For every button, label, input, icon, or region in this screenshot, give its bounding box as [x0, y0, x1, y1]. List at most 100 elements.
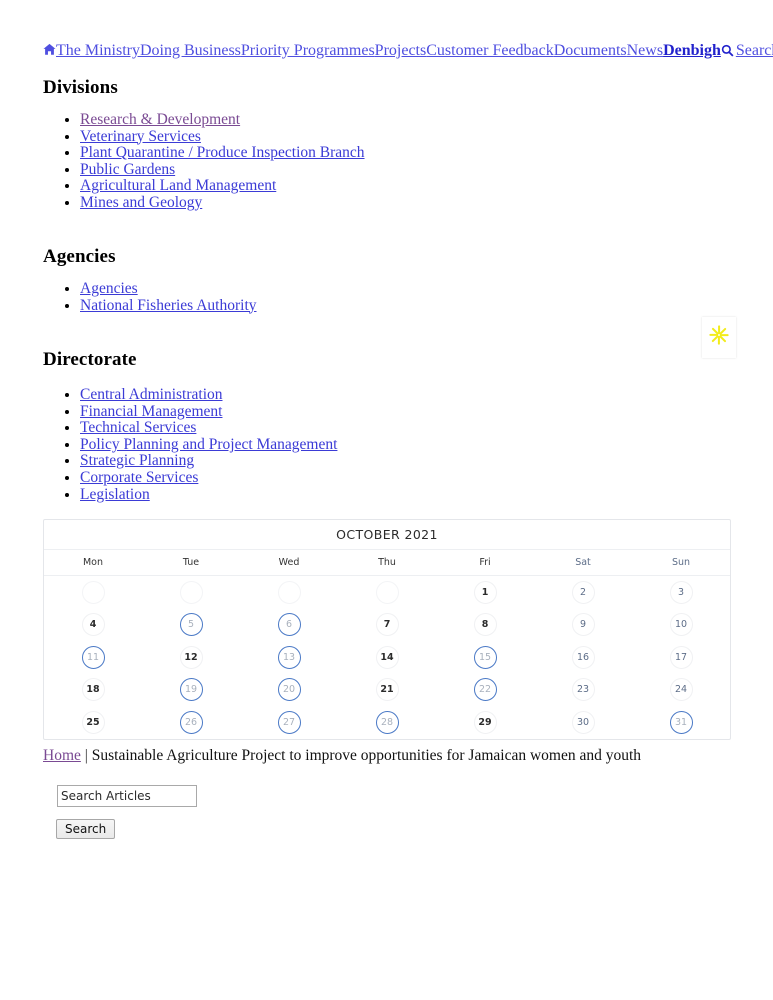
list-item: Policy Planning and Project Management [80, 435, 338, 454]
calendar-week-row: 18 19 20 21 22 23 24 [44, 674, 730, 707]
link-policy-planning-and-project-management[interactable]: Policy Planning and Project Management [80, 435, 338, 453]
calendar-cell: 16 [534, 645, 632, 669]
calendar-day-8[interactable]: 8 [473, 613, 497, 637]
calendar-cell: 13 [240, 645, 338, 669]
calendar-day-empty [375, 580, 399, 604]
list-item: Research & Development [80, 111, 365, 129]
list-item: Legislation [80, 485, 337, 504]
link-technical-services[interactable]: Technical Services [80, 419, 197, 437]
list-item: Corporate Services [80, 468, 337, 487]
link-legislation[interactable]: Legislation [80, 485, 150, 503]
calendar-day-9[interactable]: 9 [571, 613, 595, 637]
nav-search[interactable]: Search [721, 41, 773, 63]
calendar-body: 1 2 3 4 5 6 7 8 9 10 11 12 13 14 15 16 17 18 19 20 21 22 23 24 2… [44, 576, 730, 739]
link-research-development[interactable]: Research & Development [80, 111, 241, 128]
calendar-cell: 30 [534, 710, 632, 734]
calendar-cell: 21 [338, 678, 436, 702]
calendar-day-24[interactable]: 24 [669, 678, 693, 702]
calendar-cell: 12 [142, 645, 240, 669]
calendar-day-27[interactable]: 27 [277, 710, 301, 734]
calendar-day-12[interactable]: 12 [179, 645, 203, 669]
calendar-day-3[interactable]: 3 [669, 580, 693, 604]
calendar-day-19[interactable]: 19 [179, 678, 203, 702]
link-veterinary-services[interactable]: Veterinary Services [80, 127, 201, 145]
calendar-week-row: 1 2 3 [44, 576, 730, 609]
list-item: Financial Management [80, 402, 337, 421]
calendar-cell: 31 [632, 710, 730, 734]
calendar-day-30[interactable]: 30 [571, 710, 595, 734]
calendar-cell: 19 [142, 678, 240, 702]
calendar-day-23[interactable]: 23 [571, 678, 595, 702]
calendar-cell: 4 [44, 613, 142, 637]
section-heading-directorate: Directorate [43, 349, 137, 370]
link-corporate-services[interactable]: Corporate Services [80, 468, 199, 486]
breadcrumb-current-page: Sustainable Agriculture Project to impro… [91, 747, 642, 764]
sparkle-asterisk-icon[interactable] [702, 324, 736, 346]
link-agencies[interactable]: Agencies [80, 280, 138, 297]
calendar-day-13[interactable]: 13 [277, 645, 301, 669]
calendar-day-18[interactable]: 18 [81, 678, 105, 702]
link-strategic-planning[interactable]: Strategic Planning [80, 452, 195, 470]
link-plant-quarantine-produce-inspection-branch[interactable]: Plant Quarantine / Produce Inspection Br… [80, 144, 365, 162]
calendar-cell: 28 [338, 710, 436, 734]
calendar-day-14[interactable]: 14 [375, 645, 399, 669]
calendar-day-20[interactable]: 20 [277, 678, 301, 702]
search-submit-button[interactable]: Search [56, 819, 116, 839]
list-item: Agencies [80, 280, 257, 298]
floating-widget-button[interactable] [702, 317, 736, 358]
list-item: Veterinary Services [80, 127, 365, 146]
calendar-day-17[interactable]: 17 [669, 645, 693, 669]
calendar-day-31[interactable]: 31 [669, 710, 693, 734]
calendar-cell: 3 [632, 580, 730, 604]
search-icon[interactable] [721, 43, 734, 63]
calendar-day-4[interactable]: 4 [81, 613, 105, 637]
calendar-dow-sun: Sun [671, 557, 691, 568]
calendar-day-16[interactable]: 16 [571, 645, 595, 669]
nav-item-news[interactable]: News [626, 42, 664, 59]
nav-item-customer-feedback[interactable]: Customer Feedback [426, 42, 554, 59]
nav-search-label[interactable]: Search [735, 42, 773, 59]
link-public-gardens[interactable]: Public Gardens [80, 160, 176, 178]
calendar-day-5[interactable]: 5 [179, 613, 203, 637]
nav-item-the-ministry[interactable]: The Ministry [56, 42, 140, 59]
calendar-day-10[interactable]: 10 [669, 613, 693, 637]
calendar-day-headers: Mon Tue Wed Thu Fri Sat Sun [44, 550, 730, 576]
calendar-cell [240, 580, 338, 604]
calendar-cell: 14 [338, 645, 436, 669]
nav-item-projects[interactable]: Projects [374, 42, 427, 59]
list-item: Central Administration [80, 386, 337, 404]
nav-item-priority-programmes[interactable]: Priority Programmes [240, 42, 375, 59]
nav-item-doing-business[interactable]: Doing Business [140, 42, 241, 59]
link-mines-and-geology[interactable]: Mines and Geology [80, 193, 203, 211]
nav-item-documents[interactable]: Documents [553, 42, 627, 59]
breadcrumb-home-link[interactable]: Home [43, 747, 81, 764]
calendar-cell [338, 580, 436, 604]
calendar-day-28[interactable]: 28 [375, 710, 399, 734]
list-item: Public Gardens [80, 160, 365, 179]
calendar-day-11[interactable]: 11 [81, 645, 105, 669]
search-articles-input[interactable] [57, 785, 197, 807]
calendar-day-empty [179, 580, 203, 604]
calendar-cell: 9 [534, 613, 632, 637]
calendar-day-21[interactable]: 21 [375, 678, 399, 702]
directorate-link-list: Central AdministrationFinancial Manageme… [43, 386, 338, 504]
calendar-day-15[interactable]: 15 [473, 645, 497, 669]
calendar-day-empty [277, 580, 301, 604]
calendar-day-6[interactable]: 6 [277, 613, 301, 637]
home-icon[interactable] [43, 42, 56, 62]
calendar-day-29[interactable]: 29 [473, 710, 497, 734]
list-item: Agricultural Land Management [80, 178, 365, 195]
link-national-fisheries-authority[interactable]: National Fisheries Authority [80, 296, 257, 314]
calendar-day-1[interactable]: 1 [473, 580, 497, 604]
calendar-day-25[interactable]: 25 [81, 710, 105, 734]
nav-item-denbigh[interactable]: Denbigh [663, 42, 721, 59]
calendar-day-26[interactable]: 26 [179, 710, 203, 734]
link-financial-management[interactable]: Financial Management [80, 402, 223, 420]
link-agricultural-land-management[interactable]: Agricultural Land Management [80, 177, 277, 195]
calendar-cell [142, 580, 240, 604]
calendar-day-7[interactable]: 7 [375, 613, 399, 637]
calendar-day-2[interactable]: 2 [571, 580, 595, 604]
link-central-administration[interactable]: Central Administration [80, 386, 223, 403]
calendar-day-22[interactable]: 22 [473, 678, 497, 702]
